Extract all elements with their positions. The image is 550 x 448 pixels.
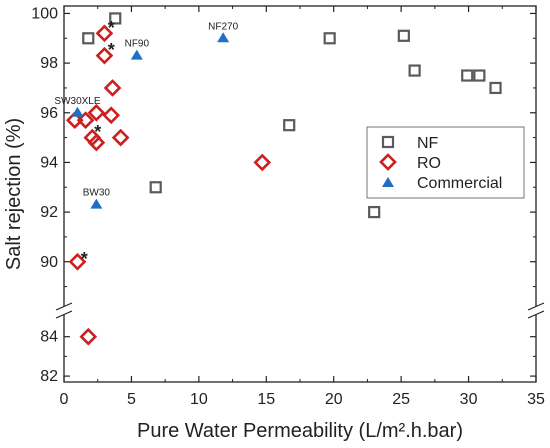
ro-point (253, 153, 272, 172)
y-tick-label: 82 (40, 368, 58, 385)
nf-point (283, 119, 296, 132)
x-axis-ticks: 0 5 10 15 20 25 30 35 (60, 6, 545, 408)
nf-point (149, 181, 162, 194)
legend-nf-marker (381, 135, 395, 149)
nf-point (368, 205, 381, 219)
asterisk-annotation: * (108, 18, 115, 38)
commercial-point (217, 32, 230, 43)
asterisk-annotation: * (81, 249, 88, 269)
nf-point (473, 69, 486, 82)
asterisk-annotation: * (108, 40, 115, 60)
data-marks: SW30XLE BW30 NF90 NF270 (54, 12, 502, 346)
y-tick-label: 92 (40, 204, 58, 221)
ro-point (87, 103, 106, 122)
ro-point (79, 327, 98, 346)
legend-ro-label: RO (417, 155, 441, 172)
y-tick-label: 98 (40, 55, 58, 72)
x-tick-label: 20 (325, 391, 343, 408)
commercial-point-label: NF270 (208, 21, 238, 32)
legend-commercial-label: Commercial (417, 175, 502, 192)
x-tick-label: 35 (527, 391, 545, 408)
commercial-point (90, 198, 103, 209)
commercial-point (130, 49, 143, 60)
legend: NF RO Commercial (366, 126, 525, 199)
ro-point (111, 128, 130, 147)
nf-point (82, 32, 95, 45)
legend-commercial-marker (382, 177, 394, 187)
nf-point (489, 81, 502, 95)
commercial-point-label: NF90 (125, 39, 150, 50)
y-tick-label: 96 (40, 105, 58, 122)
nf-point (323, 32, 336, 45)
ro-point (102, 106, 121, 125)
x-tick-label: 15 (257, 391, 275, 408)
y-tick-label: 84 (40, 329, 58, 346)
nf-point (408, 64, 421, 77)
asterisk-annotation: * (94, 122, 101, 142)
ro-point (103, 79, 122, 97)
commercial-point (71, 106, 84, 117)
y-tick-label: 94 (40, 154, 58, 171)
ro-point (95, 46, 114, 65)
ro-point (76, 111, 95, 130)
nf-point (397, 29, 410, 42)
x-axis-title: Pure Water Permeability (L/m².h.bar) (137, 420, 463, 442)
ro-point (95, 24, 114, 43)
axis-break (54, 302, 546, 319)
ro-point (68, 252, 87, 271)
commercial-point-label: SW30XLE (54, 96, 100, 107)
x-tick-label: 5 (127, 391, 136, 408)
y-tick-label: 100 (31, 5, 58, 22)
nf-point (109, 12, 122, 25)
x-tick-label: 30 (460, 391, 478, 408)
ro-point (87, 133, 106, 152)
legend-ro-marker (379, 153, 397, 171)
x-tick-label: 25 (392, 391, 410, 408)
x-tick-label: 0 (60, 391, 69, 408)
y-axis-title: Salt rejection (%) (3, 118, 25, 270)
y-axis-ticks: 90 92 94 96 98 100 82 84 (31, 5, 536, 385)
nf-point (461, 69, 474, 82)
legend-nf-label: NF (417, 135, 439, 152)
x-tick-label: 10 (190, 391, 208, 408)
y-tick-label: 90 (40, 254, 58, 271)
annotations: **** (81, 18, 115, 269)
commercial-point-label: BW30 (83, 188, 111, 199)
